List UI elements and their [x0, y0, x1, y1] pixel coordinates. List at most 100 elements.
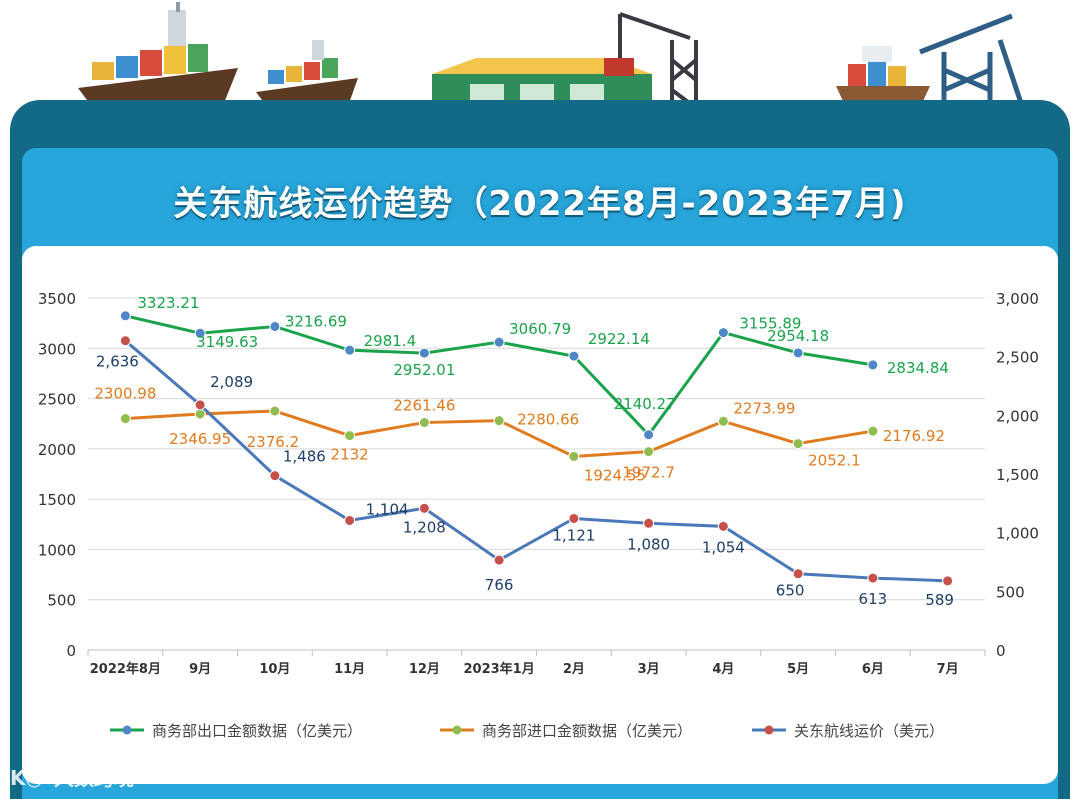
x-tick-label: 9月: [189, 662, 211, 677]
data-point-export: [493, 336, 505, 348]
data-label-freight: 2,089: [210, 373, 253, 391]
data-label-import: 2300.98: [94, 385, 156, 403]
data-label-import: 2280.66: [517, 411, 579, 429]
y-right-tick-label: 1,000: [996, 525, 1039, 543]
legend-swatch-marker: [122, 725, 132, 735]
data-label-freight: 2,636: [96, 353, 139, 371]
y-left-tick-label: 2000: [38, 441, 76, 459]
y-right-tick-label: 500: [996, 583, 1025, 601]
page-title: 关东航线运价趋势（2022年8月-2023年7月): [173, 184, 907, 224]
data-point-import: [717, 415, 729, 427]
data-label-export: 3216.69: [285, 312, 347, 330]
data-point-import: [269, 405, 281, 417]
data-point-export: [867, 359, 879, 371]
data-point-import: [643, 446, 655, 458]
data-label-export: 2981.4: [364, 332, 417, 350]
data-point-export: [269, 320, 281, 332]
series-line-freight: [124, 339, 948, 583]
y-left-tick-label: 1000: [38, 541, 76, 559]
x-tick-label: 3月: [638, 662, 660, 677]
legend-swatch-marker: [452, 725, 462, 735]
data-point-freight: [119, 335, 131, 347]
data-point-freight: [792, 568, 804, 580]
data-point-export: [568, 350, 580, 362]
data-label-import: 1924.55: [584, 466, 646, 484]
port-crane-icon: [604, 12, 698, 112]
y-left-tick-label: 3000: [38, 340, 76, 358]
data-label-import: 2376.2: [247, 433, 300, 451]
data-point-freight: [942, 575, 954, 587]
data-point-import: [418, 417, 430, 429]
data-point-export: [194, 327, 206, 339]
x-tick-label: 4月: [712, 662, 734, 677]
data-point-import: [344, 430, 356, 442]
data-label-export: 2922.14: [588, 330, 650, 348]
data-label-export: 3155.89: [739, 315, 801, 333]
x-tick-label: 2023年1月: [464, 661, 535, 677]
y-right-tick-label: 2,500: [996, 349, 1039, 367]
data-point-export: [717, 327, 729, 339]
data-label-export: 2954.18: [767, 327, 829, 345]
data-point-freight: [344, 514, 356, 526]
data-label-freight: 613: [859, 590, 888, 608]
y-left-tick-label: 0: [66, 642, 76, 660]
data-point-freight: [418, 502, 430, 514]
data-point-import: [867, 425, 879, 437]
x-tick-label: 5月: [787, 662, 809, 677]
legend-swatch-marker: [764, 725, 774, 735]
data-label-freight: 1,054: [702, 538, 745, 556]
x-tick-label: 7月: [937, 662, 959, 677]
x-tick-label: 10月: [259, 662, 290, 677]
y-left-tick-label: 500: [47, 592, 76, 610]
legend-label: 关东航线运价（美元）: [794, 722, 944, 740]
data-label-freight: 1,080: [627, 535, 670, 553]
data-point-freight: [867, 572, 879, 584]
y-right-tick-label: 1,500: [996, 466, 1039, 484]
data-label-export: 3149.63: [196, 333, 258, 351]
x-tick-label: 12月: [409, 662, 440, 677]
data-point-export: [119, 310, 131, 322]
y-right-tick-label: 0: [996, 642, 1006, 660]
data-point-import: [792, 438, 804, 450]
data-label-import: 2261.46: [393, 397, 455, 415]
data-label-export: 2834.84: [887, 359, 949, 377]
data-label-import: 2346.95: [169, 430, 231, 448]
data-label-export: 2140.27: [614, 395, 676, 413]
y-left-tick-label: 3500: [38, 290, 76, 308]
y-right-tick-label: 3,000: [996, 290, 1039, 308]
data-point-freight: [568, 512, 580, 524]
data-label-export: 3323.21: [137, 294, 199, 312]
data-point-import: [119, 413, 131, 425]
legend-label: 商务部出口金额数据（亿美元）: [152, 722, 362, 740]
x-tick-label: 6月: [862, 662, 884, 677]
data-label-export: 3060.79: [509, 320, 571, 338]
data-label-freight: 766: [485, 576, 514, 594]
x-tick-label: 11月: [334, 662, 365, 677]
data-label-freight: 1,486: [283, 448, 326, 466]
data-point-freight: [643, 517, 655, 529]
data-label-freight: 650: [776, 582, 805, 600]
legend-label: 商务部进口金额数据（亿美元）: [482, 722, 692, 740]
data-label-import: 2273.99: [733, 399, 795, 417]
data-label-freight: 1,208: [403, 518, 446, 536]
chart-card: [22, 246, 1058, 784]
data-label-import: 1972.7: [622, 464, 675, 482]
data-point-export: [418, 347, 430, 359]
data-label-import: 2132: [331, 446, 369, 464]
data-point-export: [344, 344, 356, 356]
data-label-freight: 589: [925, 591, 954, 609]
warehouse-icon: [432, 58, 652, 104]
x-tick-label: 2022年8月: [90, 661, 161, 677]
data-label-export: 2952.01: [393, 361, 455, 379]
data-label-freight: 1,104: [366, 500, 409, 518]
data-point-import: [493, 415, 505, 427]
x-tick-label: 2月: [563, 662, 585, 677]
data-point-freight: [194, 399, 206, 411]
data-point-import: [568, 450, 580, 462]
data-point-freight: [493, 554, 505, 566]
y-left-tick-label: 1500: [38, 491, 76, 509]
data-point-import: [194, 408, 206, 420]
data-point-export: [792, 347, 804, 359]
data-point-freight: [717, 520, 729, 532]
data-point-freight: [269, 470, 281, 482]
